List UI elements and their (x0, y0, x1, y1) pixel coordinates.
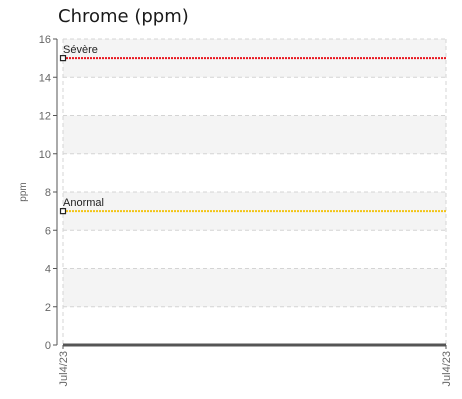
y-axis-label: ppm (18, 182, 29, 201)
threshold-label: Sévère (63, 44, 98, 56)
x-tick-label: Jul4/23 (58, 351, 70, 386)
y-tick-label: 14 (39, 72, 51, 84)
x-tick-label: Jul4/23 (441, 351, 453, 386)
y-tick-label: 16 (39, 34, 51, 46)
threshold-marker (59, 208, 67, 215)
y-tick-label: 4 (45, 264, 51, 276)
y-tick-label: 6 (45, 225, 51, 237)
chart-title: Chrome (ppm) (58, 6, 189, 27)
threshold-label: Anormal (63, 197, 104, 209)
threshold-marker (59, 55, 67, 62)
y-tick-label: 2 (45, 302, 51, 314)
y-tick-label: 0 (45, 340, 51, 352)
grid-band (63, 268, 446, 307)
y-tick-label: 10 (39, 149, 51, 161)
y-tick-label: 8 (45, 187, 51, 199)
grid-band (63, 115, 446, 154)
y-tick-label: 12 (39, 111, 51, 123)
